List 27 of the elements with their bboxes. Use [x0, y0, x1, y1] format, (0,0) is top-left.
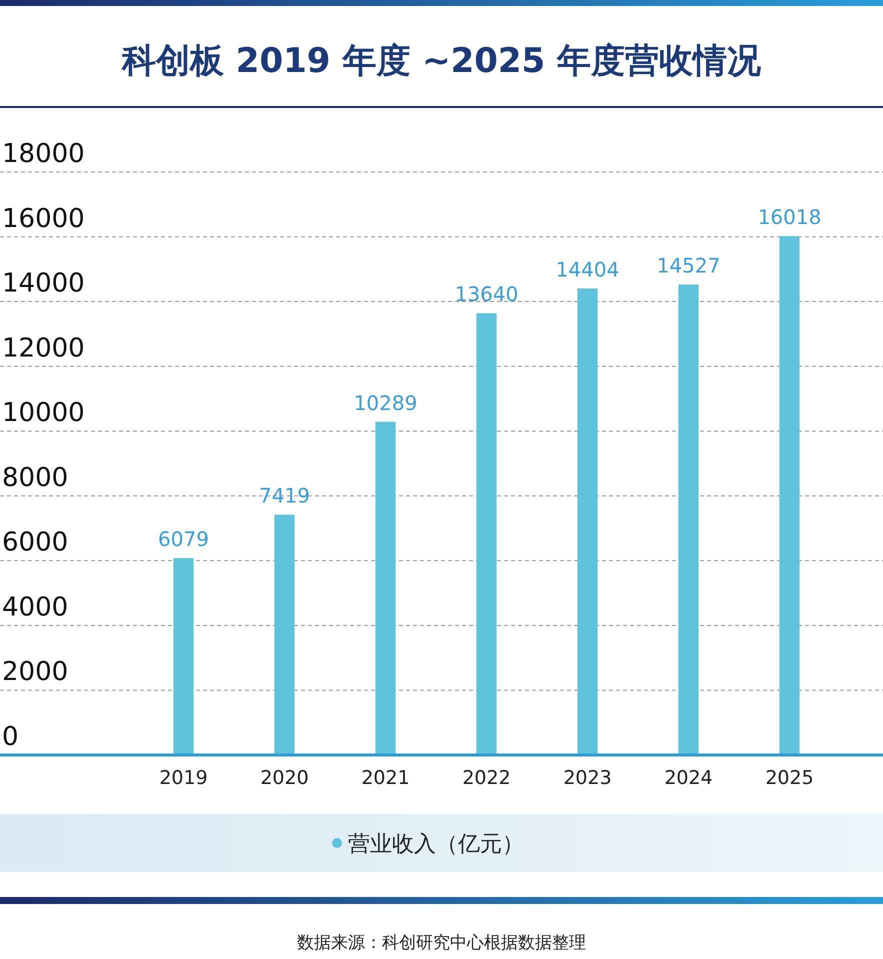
x-tick-label: 2025: [765, 767, 814, 789]
x-tick-label: 2024: [664, 767, 713, 789]
y-tick-label: 14000: [2, 268, 85, 299]
y-tick-label: 18000: [2, 139, 85, 169]
data-label: 16018: [758, 205, 822, 230]
chart-title: 科创板 2019 年度 ~2025 年度营收情况: [120, 41, 762, 81]
x-tick-label: 2021: [361, 767, 410, 789]
data-label: 13640: [454, 282, 518, 306]
x-tick-label: 2022: [462, 767, 511, 789]
x-tick-label: 2019: [159, 767, 208, 789]
data-label: 14404: [556, 257, 620, 282]
y-tick-label: 8000: [2, 462, 68, 493]
y-tick-label: 12000: [2, 333, 85, 364]
data-label: 7419: [259, 484, 310, 508]
y-tick-label: 10000: [2, 398, 85, 428]
data-label: 14527: [656, 253, 720, 278]
source-note: 数据来源：科创研究中心根据数据整理: [297, 933, 586, 953]
x-tick-label: 2020: [260, 767, 309, 789]
y-tick-label: 6000: [2, 528, 68, 558]
legend-label: 营业收入（亿元）: [348, 832, 524, 857]
data-label: 10289: [354, 390, 418, 415]
y-tick-label: 4000: [2, 592, 68, 622]
y-tick-label: 16000: [2, 204, 85, 234]
x-tick-label: 2023: [563, 767, 612, 789]
y-tick-label: 2000: [2, 657, 68, 688]
y-tick-label: 0: [2, 722, 19, 752]
data-label: 6079: [158, 527, 209, 552]
